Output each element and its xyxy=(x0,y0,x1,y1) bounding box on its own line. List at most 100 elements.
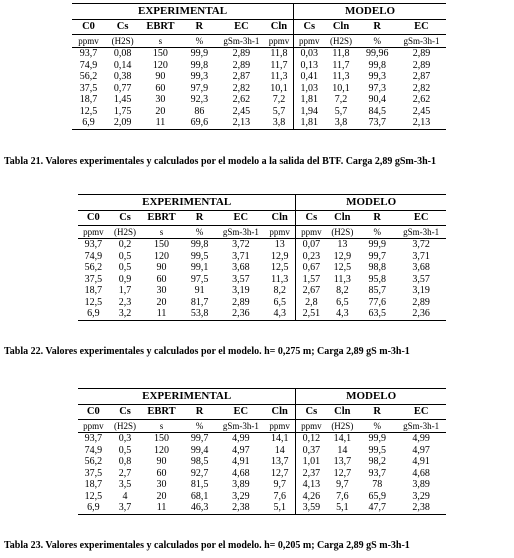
table-cell: 6,9 xyxy=(78,502,109,515)
table-cell: 3,19 xyxy=(412,285,430,296)
table-cell: 95,8 xyxy=(368,273,386,285)
table-cell: 4,13 xyxy=(302,479,321,490)
col-header: EC xyxy=(217,210,265,226)
table-cell: 2,89 xyxy=(232,296,250,308)
unit: (H2S) xyxy=(326,419,359,433)
table-cell: 4 xyxy=(122,490,128,502)
unit: % xyxy=(181,225,218,239)
table-cell: 99,5 xyxy=(190,250,209,262)
table-cell: 37,5 xyxy=(79,82,98,94)
table-cell: 4,91 xyxy=(412,456,430,467)
table-cell: 12,9 xyxy=(333,250,352,262)
table-cell: 3,68 xyxy=(232,262,250,273)
col-header: Cln xyxy=(264,404,297,420)
table-cell: 98,2 xyxy=(368,456,386,467)
group-modelo: MODELO xyxy=(293,3,446,20)
table-cell: 99,3 xyxy=(368,71,386,82)
table-23: EXPERIMENTAL MODELO C0 Cs EBRT R EC Cln … xyxy=(78,388,446,515)
table-cell: 99,7 xyxy=(190,433,209,444)
table-row: 93,7 0,2 150 99,8 3,72 13 0,07 13 99,9 3,72 xyxy=(78,238,446,251)
table-cell: 2,67 xyxy=(302,285,321,296)
table-cell: 99,9 xyxy=(190,48,209,59)
table-cell: 2,36 xyxy=(217,308,265,321)
table-cell: 99,7 xyxy=(368,250,386,262)
table-cell: 7,6 xyxy=(264,490,297,502)
table-cell: 0,3 xyxy=(118,433,132,444)
table-cell: 30 xyxy=(155,94,166,105)
table-cell: 30 xyxy=(156,479,167,490)
unit: ppmv xyxy=(264,419,297,433)
col-header: R xyxy=(181,404,218,420)
col-header: EC xyxy=(396,404,446,420)
table-cell: 53,8 xyxy=(181,308,218,321)
table-cell: 4,3 xyxy=(264,308,297,321)
table-cell: 60 xyxy=(155,82,166,94)
table-row: 93,7 0,08 150 99,9 2,89 11,8 0,03 11,8 99,96 2,89 xyxy=(72,47,446,60)
table-cell: 2,89 xyxy=(412,296,430,308)
table-row: 6,9 3,2 11 53,8 2,36 4,3 2,51 4,3 63,5 2,36 xyxy=(78,308,446,321)
table-cell: 7,2 xyxy=(264,94,295,106)
table-cell: 0,5 xyxy=(118,444,132,456)
table-cell: 92,3 xyxy=(190,94,209,105)
table-cell: 11,8 xyxy=(264,47,295,60)
table-cell: 13 xyxy=(264,238,297,251)
table-row: 18,7 1,7 30 91 3,19 8,2 2,67 8,2 85,7 3,19 xyxy=(78,285,446,297)
table-cell: 2,82 xyxy=(232,82,251,94)
table-cell: 2,89 xyxy=(412,48,431,59)
table-cell: 11,3 xyxy=(264,273,297,285)
table-cell: 9,7 xyxy=(264,479,297,491)
table-cell: 4,99 xyxy=(232,433,250,444)
unit: gSm-3h-1 xyxy=(396,419,446,433)
table-cell: 4,68 xyxy=(232,467,250,479)
table-cell: 2,13 xyxy=(217,117,265,130)
table-cell: 30 xyxy=(156,285,167,296)
table-cell: 56,2 xyxy=(79,71,98,82)
table-cell: 68,1 xyxy=(190,490,209,502)
table-cell: 97,3 xyxy=(368,82,386,94)
col-header: C0 xyxy=(78,404,109,420)
unit: gSm-3h-1 xyxy=(396,34,446,48)
group-experimental: EXPERIMENTAL xyxy=(78,388,297,405)
table-cell: 81,5 xyxy=(190,479,209,490)
table-cell: 1,81 xyxy=(293,117,325,130)
table-cell: 18,7 xyxy=(84,285,103,296)
table-cell: 12,7 xyxy=(333,467,352,479)
table-cell: 3,59 xyxy=(295,502,327,515)
unit: s xyxy=(141,225,182,239)
unit: ppmv xyxy=(264,34,295,48)
table-cell: 14,1 xyxy=(264,432,297,445)
table-cell: 11,3 xyxy=(332,71,350,82)
table-cell: 4,97 xyxy=(232,444,250,456)
table-cell: 12,9 xyxy=(264,250,297,262)
unit: ppmv xyxy=(78,419,109,433)
table-row: 56,2 0,8 90 98,5 4,91 13,7 1,01 13,7 98,2 4,91 xyxy=(78,456,446,468)
table-cell: 63,5 xyxy=(358,308,397,321)
table-cell: 120 xyxy=(152,59,168,71)
table-cell: 37,5 xyxy=(84,273,103,285)
table-cell: 4,3 xyxy=(326,308,359,321)
group-experimental: EXPERIMENTAL xyxy=(72,3,295,20)
col-header: R xyxy=(358,404,397,420)
table-row: 6,9 3,7 11 46,3 2,38 5,1 3,59 5,1 47,7 2,38 xyxy=(78,502,446,515)
table-cell: 11,3 xyxy=(333,273,351,285)
table-cell: 74,9 xyxy=(84,444,103,456)
table-cell: 0,14 xyxy=(113,59,132,71)
table-cell: 12,5 xyxy=(264,262,297,274)
table-cell: 12,5 xyxy=(333,262,352,273)
table-caption: Tabla 22. Valores experimentales y calcu… xyxy=(4,346,410,357)
unit: s xyxy=(141,419,182,433)
unit: ppmv xyxy=(264,225,297,239)
table-cell: 3,2 xyxy=(108,308,142,321)
table-row: 37,5 2,7 60 92,7 4,68 12,7 2,37 12,7 93,7 4,68 xyxy=(78,467,446,479)
table-cell: 11,7 xyxy=(264,59,295,71)
table-cell: 2,87 xyxy=(232,71,251,82)
table-cell: 91 xyxy=(194,285,205,296)
table-cell: 6,5 xyxy=(264,296,297,308)
table-cell: 2,45 xyxy=(412,105,431,117)
table-cell: 77,6 xyxy=(368,296,386,308)
table-cell: 7,2 xyxy=(334,94,348,105)
table-cell: 5,1 xyxy=(264,502,297,515)
table-cell: 2,38 xyxy=(396,502,446,515)
group-modelo: MODELO xyxy=(295,388,446,405)
unit: gSm-3h-1 xyxy=(217,225,265,239)
